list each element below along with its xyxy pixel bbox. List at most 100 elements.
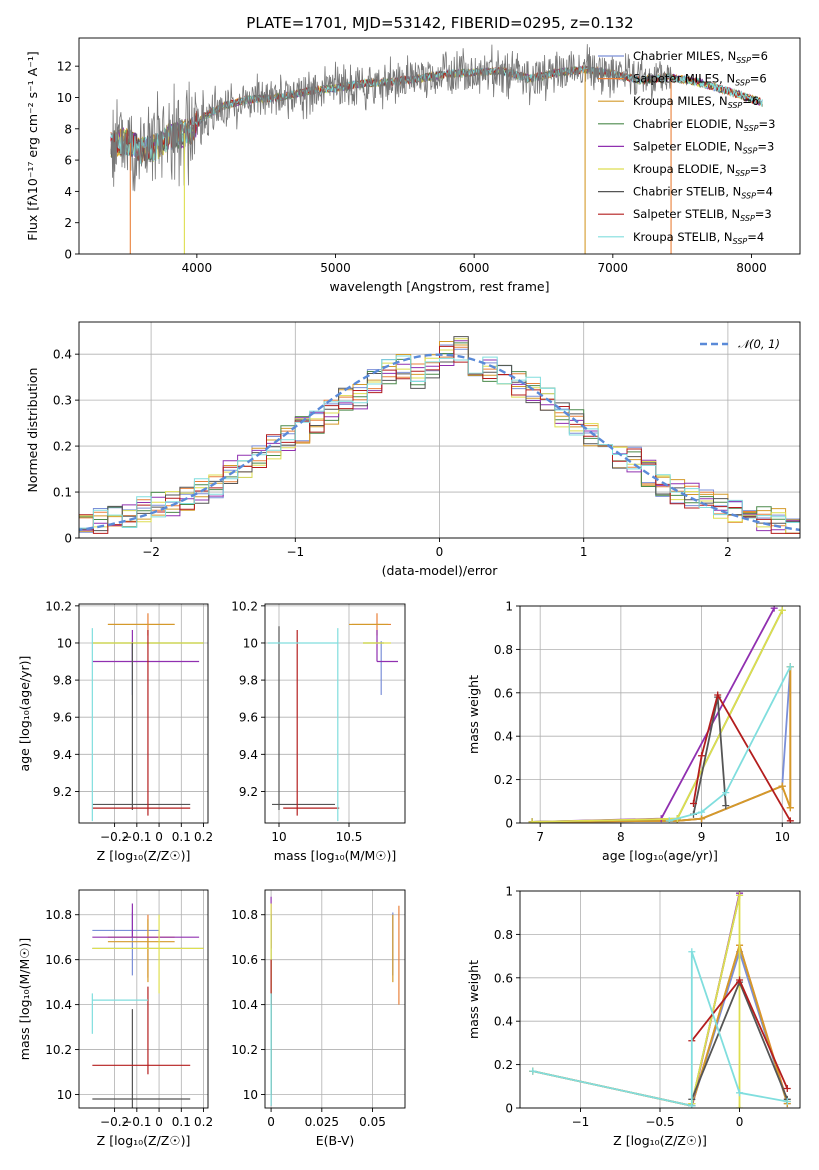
- legend-n-value: =3: [759, 117, 776, 131]
- observed-spectrum: [110, 44, 672, 192]
- series-marker: [688, 1102, 696, 1108]
- y-tick-label: 0: [505, 817, 513, 831]
- x-axis-label: wavelength [Angstrom, rest frame]: [329, 279, 549, 294]
- series-marker: [786, 804, 794, 812]
- series-marker: [786, 663, 794, 671]
- y-tick-label: 0.2: [494, 1058, 513, 1072]
- legend-subscript: SSP: [744, 124, 759, 133]
- y-tick-label: 9.2: [239, 785, 258, 799]
- y-tick-label: 9.4: [239, 748, 258, 762]
- x-axis-label: Z [log₁₀(Z/Z☉)]: [97, 848, 191, 863]
- legend-n-label: , N: [712, 94, 728, 108]
- x-axis-label: age [log₁₀(age/yr)]: [602, 848, 718, 863]
- x-tick-label: −2: [142, 545, 160, 559]
- legend-entry: Kroupa MILES, NSSP=6: [633, 94, 759, 110]
- panel-age-vs-mass: 10 10.5 9.2 9.4 9.6 9.8 10 10.2 mass [log₁₀(M/M☉…: [231, 599, 406, 863]
- y-tick-label: 12: [57, 60, 72, 74]
- y-tick-label: 1: [505, 885, 513, 899]
- x-tick-label: 0: [267, 1115, 275, 1129]
- legend-model: Salpeter ELODIE: [633, 139, 727, 153]
- legend-entry: Salpeter STELIB, NSSP=3: [633, 207, 772, 223]
- histogram-kroupa-stelib: [79, 355, 800, 538]
- y-axis-label: age [log₁₀(age/yr)]: [17, 656, 32, 772]
- legend-subscript: SSP: [735, 169, 750, 178]
- x-tick-label: 2: [724, 545, 732, 559]
- axes-frame: [519, 890, 801, 1109]
- y-tick-label: 10.2: [231, 599, 258, 613]
- y-tick-label: 0.2: [53, 440, 72, 454]
- y-tick-label: 10: [243, 636, 258, 650]
- legend-model: Kroupa STELIB: [633, 230, 717, 244]
- x-tick-label: 0: [155, 1115, 163, 1129]
- y-tick-label: 0: [505, 1102, 513, 1116]
- series-chabrier-elodie: [532, 609, 784, 823]
- y-tick-label: 10.8: [231, 908, 258, 922]
- legend-n-label: , N: [724, 207, 740, 221]
- panel-age-vs-Z: −0.2−0.1 0 0.1 0.2 9.2 9.4 9.6 9.8 10 10.2 Z [log₁…: [17, 599, 213, 863]
- series-marker: [778, 606, 786, 614]
- y-tick-label: 10.4: [45, 998, 72, 1012]
- y-axis-label: mass [log₁₀(M/M☉)]: [17, 938, 32, 1060]
- y-tick-label: 9.4: [53, 748, 72, 762]
- series-kroupa-elodie: [532, 609, 784, 823]
- x-tick-label: 7000: [598, 261, 629, 275]
- series-marker: [786, 817, 794, 823]
- y-tick-label: 10: [57, 636, 72, 650]
- x-axis-label: Z [log₁₀(Z/Z☉)]: [97, 1133, 191, 1148]
- legend-n-value: =3: [750, 162, 767, 176]
- series-marker: [778, 782, 786, 790]
- y-tick-label: 10: [243, 1088, 258, 1102]
- axes-frame: [78, 889, 209, 1109]
- x-tick-label: 6000: [459, 261, 490, 275]
- series-marker: [783, 1084, 791, 1092]
- panel-mass-vs-Z: −0.2−0.1 0 0.1 0.2 10 10.2 10.4 10.6 10.8 Z [log₁…: [17, 889, 213, 1148]
- x-tick-label: 5000: [320, 261, 351, 275]
- x-tick-label: 9: [698, 830, 706, 844]
- legend-model: Kroupa MILES: [633, 94, 712, 108]
- series-marker: [698, 808, 706, 816]
- axes-frame: [264, 889, 406, 1109]
- legend-model: Kroupa ELODIE: [633, 162, 719, 176]
- x-tick-label: 0.2: [194, 1115, 213, 1129]
- legend-n-label: , N: [725, 185, 741, 199]
- panel-mass-vs-EBV: 0 0.025 0.05 10 10.2 10.4 10.6 10.8 E(B-V): [231, 889, 406, 1148]
- x-tick-label: 1: [580, 545, 588, 559]
- plot-area: [91, 613, 204, 822]
- plot-area: [267, 613, 398, 822]
- y-tick-label: 10.2: [45, 1043, 72, 1057]
- series-marker: [528, 818, 536, 823]
- legend-n-value: =6: [751, 49, 768, 63]
- legend-n-value: =6: [742, 94, 759, 108]
- y-tick-label: 0.3: [53, 394, 72, 408]
- y-tick-label: 0.4: [53, 348, 72, 362]
- y-tick-label: 9.8: [239, 674, 258, 688]
- y-tick-label: 0.8: [494, 928, 513, 942]
- plot-area: [110, 44, 763, 254]
- x-tick-label: 0: [436, 545, 444, 559]
- y-tick-label: 0.1: [53, 486, 72, 500]
- plot-area: [270, 896, 400, 1106]
- panel-mass-weight-vs-age: 7 8 9 10 0 0.2 0.4 0.6 0.8 1 age [log₁₀(age/yr)] ma…: [466, 600, 801, 863]
- legend-n-label: , N: [727, 139, 743, 153]
- legend-subscript: SSP: [741, 192, 756, 201]
- legend-model: Chabrier MILES: [633, 49, 720, 63]
- legend-entry: 𝒩(0, 1): [738, 337, 780, 351]
- series-marker: [698, 815, 706, 823]
- plot-area: [79, 336, 800, 538]
- y-tick-label: 10: [57, 1088, 72, 1102]
- x-tick-label: −0.2: [100, 830, 129, 844]
- legend-n-label: , N: [720, 49, 736, 63]
- legend-entry: Chabrier STELIB, NSSP=4: [633, 185, 773, 201]
- series-marker: [698, 752, 706, 760]
- y-tick-label: 10.4: [231, 998, 258, 1012]
- y-tick-label: 9.6: [239, 711, 258, 725]
- y-tick-label: 0: [64, 532, 72, 546]
- axes-frame: [519, 605, 801, 824]
- x-axis-label: mass [log₁₀(M/M☉)]: [274, 848, 396, 863]
- y-tick-label: 10.6: [45, 953, 72, 967]
- y-tick-label: 9.2: [53, 785, 72, 799]
- series-marker: [736, 1089, 744, 1097]
- y-tick-label: 0.4: [494, 1015, 513, 1029]
- normal-curve: [79, 353, 800, 532]
- y-tick-label: 10: [57, 91, 72, 105]
